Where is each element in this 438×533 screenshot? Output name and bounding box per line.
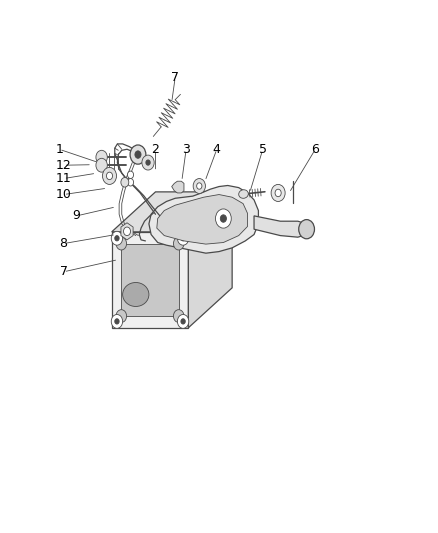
Circle shape: [193, 179, 205, 193]
Circle shape: [173, 310, 184, 322]
Circle shape: [96, 150, 107, 164]
Circle shape: [271, 184, 285, 201]
Polygon shape: [149, 185, 258, 253]
Circle shape: [96, 158, 107, 172]
Circle shape: [299, 220, 314, 239]
Circle shape: [121, 177, 129, 187]
Polygon shape: [157, 195, 247, 244]
Text: 11: 11: [56, 172, 71, 185]
Circle shape: [173, 237, 184, 250]
Text: 8: 8: [60, 237, 67, 250]
Text: 1: 1: [55, 143, 63, 156]
Circle shape: [116, 310, 127, 322]
Polygon shape: [172, 181, 184, 193]
Polygon shape: [121, 244, 179, 316]
Circle shape: [181, 236, 185, 241]
Polygon shape: [112, 192, 232, 232]
Polygon shape: [254, 216, 307, 237]
Circle shape: [111, 314, 123, 328]
Circle shape: [275, 189, 281, 197]
Circle shape: [127, 171, 134, 179]
Circle shape: [116, 237, 127, 250]
Text: 10: 10: [56, 188, 71, 201]
Circle shape: [181, 319, 185, 324]
Ellipse shape: [239, 190, 248, 198]
Circle shape: [130, 145, 146, 164]
Circle shape: [177, 231, 189, 245]
Text: 5: 5: [259, 143, 267, 156]
Circle shape: [111, 231, 123, 245]
Circle shape: [127, 179, 134, 186]
Circle shape: [115, 236, 119, 241]
Circle shape: [215, 209, 231, 228]
Text: 6: 6: [311, 143, 319, 156]
Text: 7: 7: [60, 265, 67, 278]
Circle shape: [102, 167, 117, 184]
Circle shape: [124, 227, 131, 236]
Circle shape: [197, 183, 202, 189]
Polygon shape: [112, 232, 188, 328]
Text: 12: 12: [56, 159, 71, 172]
Text: 7: 7: [171, 71, 179, 84]
Ellipse shape: [123, 282, 149, 306]
Circle shape: [135, 151, 141, 158]
Text: 4: 4: [213, 143, 221, 156]
Text: 3: 3: [182, 143, 190, 156]
Circle shape: [177, 314, 189, 328]
Circle shape: [220, 215, 226, 222]
Text: 2: 2: [152, 143, 159, 156]
Polygon shape: [121, 223, 133, 240]
Text: 9: 9: [73, 209, 81, 222]
Polygon shape: [188, 192, 232, 328]
Circle shape: [142, 155, 154, 170]
Circle shape: [146, 160, 150, 165]
Circle shape: [106, 172, 113, 180]
Circle shape: [115, 319, 119, 324]
